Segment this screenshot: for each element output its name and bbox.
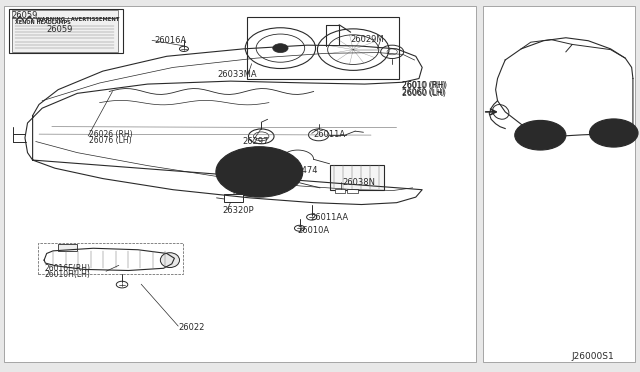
Bar: [330, 164, 384, 190]
Text: 26011AA: 26011AA: [310, 213, 349, 222]
Text: 26010 (RH): 26010 (RH): [402, 81, 447, 90]
Text: 26059: 26059: [12, 11, 38, 20]
Text: 26016A: 26016A: [154, 36, 186, 45]
Text: 26016E(RH): 26016E(RH): [44, 264, 90, 273]
Text: 26011A: 26011A: [314, 129, 346, 139]
Text: WARNING / AVERTISSEMENT: WARNING / AVERTISSEMENT: [36, 16, 119, 21]
Circle shape: [524, 126, 556, 144]
Text: 26010 (RH): 26010 (RH): [402, 81, 445, 90]
Text: 26038N: 26038N: [342, 178, 375, 187]
Text: 26022: 26022: [178, 323, 205, 332]
Bar: [348, 189, 358, 193]
Bar: [38, 243, 183, 274]
Circle shape: [598, 124, 629, 142]
Text: 26320P: 26320P: [222, 206, 254, 215]
Bar: [224, 194, 243, 202]
Text: 26010H(LH): 26010H(LH): [44, 270, 90, 279]
Circle shape: [515, 121, 566, 150]
Bar: [58, 244, 77, 251]
Bar: [483, 6, 635, 362]
Circle shape: [246, 164, 272, 179]
Text: 26026 (RH): 26026 (RH): [89, 129, 132, 139]
Text: 26029M: 26029M: [351, 35, 384, 44]
Text: 26059: 26059: [47, 25, 73, 34]
Ellipse shape: [161, 253, 179, 267]
Bar: [9, 9, 123, 52]
Bar: [335, 189, 345, 193]
Text: XENON HEADLAMPS: XENON HEADLAMPS: [15, 20, 70, 25]
Text: 26076 (LH): 26076 (LH): [89, 136, 131, 145]
Bar: [12, 10, 118, 52]
Circle shape: [273, 44, 288, 52]
Text: 26060 (LH): 26060 (LH): [402, 88, 444, 97]
Text: 26033MA: 26033MA: [218, 70, 257, 79]
Circle shape: [589, 119, 638, 147]
Text: 26033M: 26033M: [225, 176, 259, 185]
Text: 26060 (LH): 26060 (LH): [402, 89, 445, 98]
Ellipse shape: [493, 105, 509, 119]
Text: 26010A: 26010A: [298, 226, 330, 235]
Bar: [246, 17, 399, 78]
Bar: [4, 6, 476, 362]
Text: J26000S1: J26000S1: [571, 352, 614, 361]
Circle shape: [216, 147, 303, 197]
Text: 28474: 28474: [291, 166, 318, 174]
Text: 26297: 26297: [242, 137, 269, 146]
